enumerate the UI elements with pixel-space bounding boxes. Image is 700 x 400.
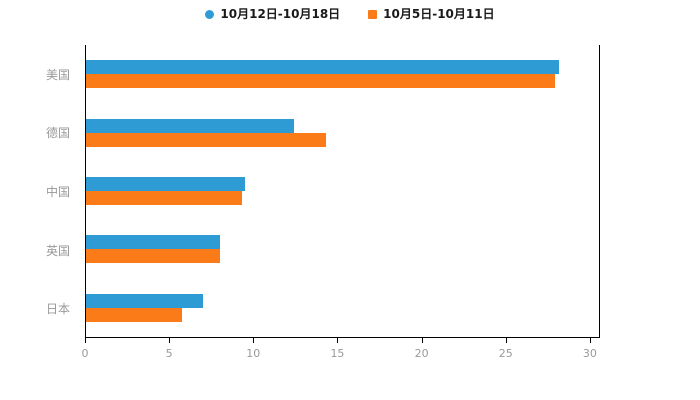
y-axis-label: 日本	[45, 302, 70, 317]
legend-item-series-1[interactable]: 10月5日-10月11日	[368, 7, 495, 21]
bar-series-1-4	[86, 307, 182, 322]
y-axis-label: 英国	[45, 243, 70, 258]
x-tick	[169, 338, 171, 343]
x-tick-label: 10	[246, 347, 261, 360]
y-axis-label: 美国	[45, 67, 70, 82]
x-tick	[505, 338, 507, 343]
y-axis-labels: 美国德国中国英国日本	[0, 45, 78, 338]
bar-series-1-3	[86, 249, 221, 264]
bar-series-0-0	[86, 60, 559, 75]
bar-group-3	[86, 220, 599, 278]
legend-square-marker-icon	[368, 9, 378, 19]
legend-label: 10月5日-10月11日	[383, 7, 495, 21]
y-axis-label: 德国	[45, 126, 70, 141]
x-tick	[589, 338, 591, 343]
x-axis: 0 5 10 15 20 25 30	[81, 338, 600, 378]
bar-series-1-1	[86, 132, 326, 147]
bar-series-1-0	[86, 74, 556, 89]
chart-legend: 10月12日-10月18日 10月5日-10月11日	[0, 8, 700, 20]
bar-series-1-2	[86, 191, 242, 206]
x-tick-label: 0	[81, 347, 89, 360]
plot-area	[85, 45, 600, 338]
x-tick-label: 5	[165, 347, 173, 360]
bar-group-0	[86, 45, 599, 103]
x-tick	[85, 338, 86, 343]
x-tick-label: 20	[414, 347, 429, 360]
bar-group-4	[86, 279, 599, 337]
x-tick	[337, 338, 339, 343]
x-tick	[421, 338, 423, 343]
x-tick-label: 15	[330, 347, 345, 360]
bar-series-0-4	[86, 293, 204, 308]
bar-group-1	[86, 103, 599, 161]
x-tick-label: 30	[582, 347, 597, 360]
bar-group-2	[86, 162, 599, 220]
bar-series-0-1	[86, 118, 294, 133]
x-tick	[253, 338, 255, 343]
bar-series-0-2	[86, 177, 246, 192]
legend-circle-marker-icon	[205, 9, 215, 19]
x-tick-label: 25	[498, 347, 513, 360]
legend-item-series-0[interactable]: 10月12日-10月18日	[205, 8, 340, 20]
bar-series-0-3	[86, 235, 221, 250]
legend-label: 10月12日-10月18日	[220, 7, 341, 21]
y-axis-label: 中国	[45, 184, 70, 199]
